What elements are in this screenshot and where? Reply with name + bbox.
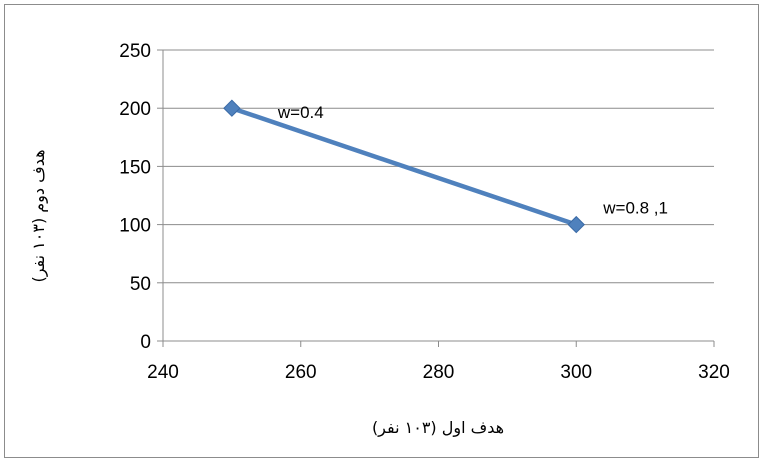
x-tick-label: 320: [698, 362, 730, 383]
x-tick-label: 240: [147, 362, 179, 383]
x-tick-label: 280: [423, 362, 455, 383]
y-tick-label: 200: [119, 99, 151, 120]
y-axis-title: هدف دوم (۱۰۳ نفر): [29, 149, 49, 282]
x-tick-label: 300: [560, 362, 592, 383]
data-point-marker: [567, 215, 585, 234]
y-tick-label: 100: [119, 216, 151, 237]
data-label: w=0.8 ,1: [602, 199, 668, 218]
axes: [157, 49, 715, 347]
gridlines: [163, 49, 714, 284]
series-line: [231, 106, 577, 227]
y-tick-label: 50: [130, 274, 151, 295]
x-axis-title: هدف اول (۱۰۳ نفر): [372, 418, 504, 438]
x-tick-label: 260: [285, 362, 317, 383]
data-point-marker: [223, 99, 241, 117]
chart-frame: [4, 4, 759, 458]
series-layer: [223, 99, 585, 234]
y-tick-label: 0: [140, 332, 151, 353]
data-label: w=0.4: [277, 103, 324, 122]
y-tick-label: 250: [119, 41, 151, 62]
y-tick-label: 150: [119, 157, 151, 178]
tick-labels: 0 50 100 150 200 250 240 260 280 300 320 w=0.4 w=0.8…: [119, 41, 730, 383]
